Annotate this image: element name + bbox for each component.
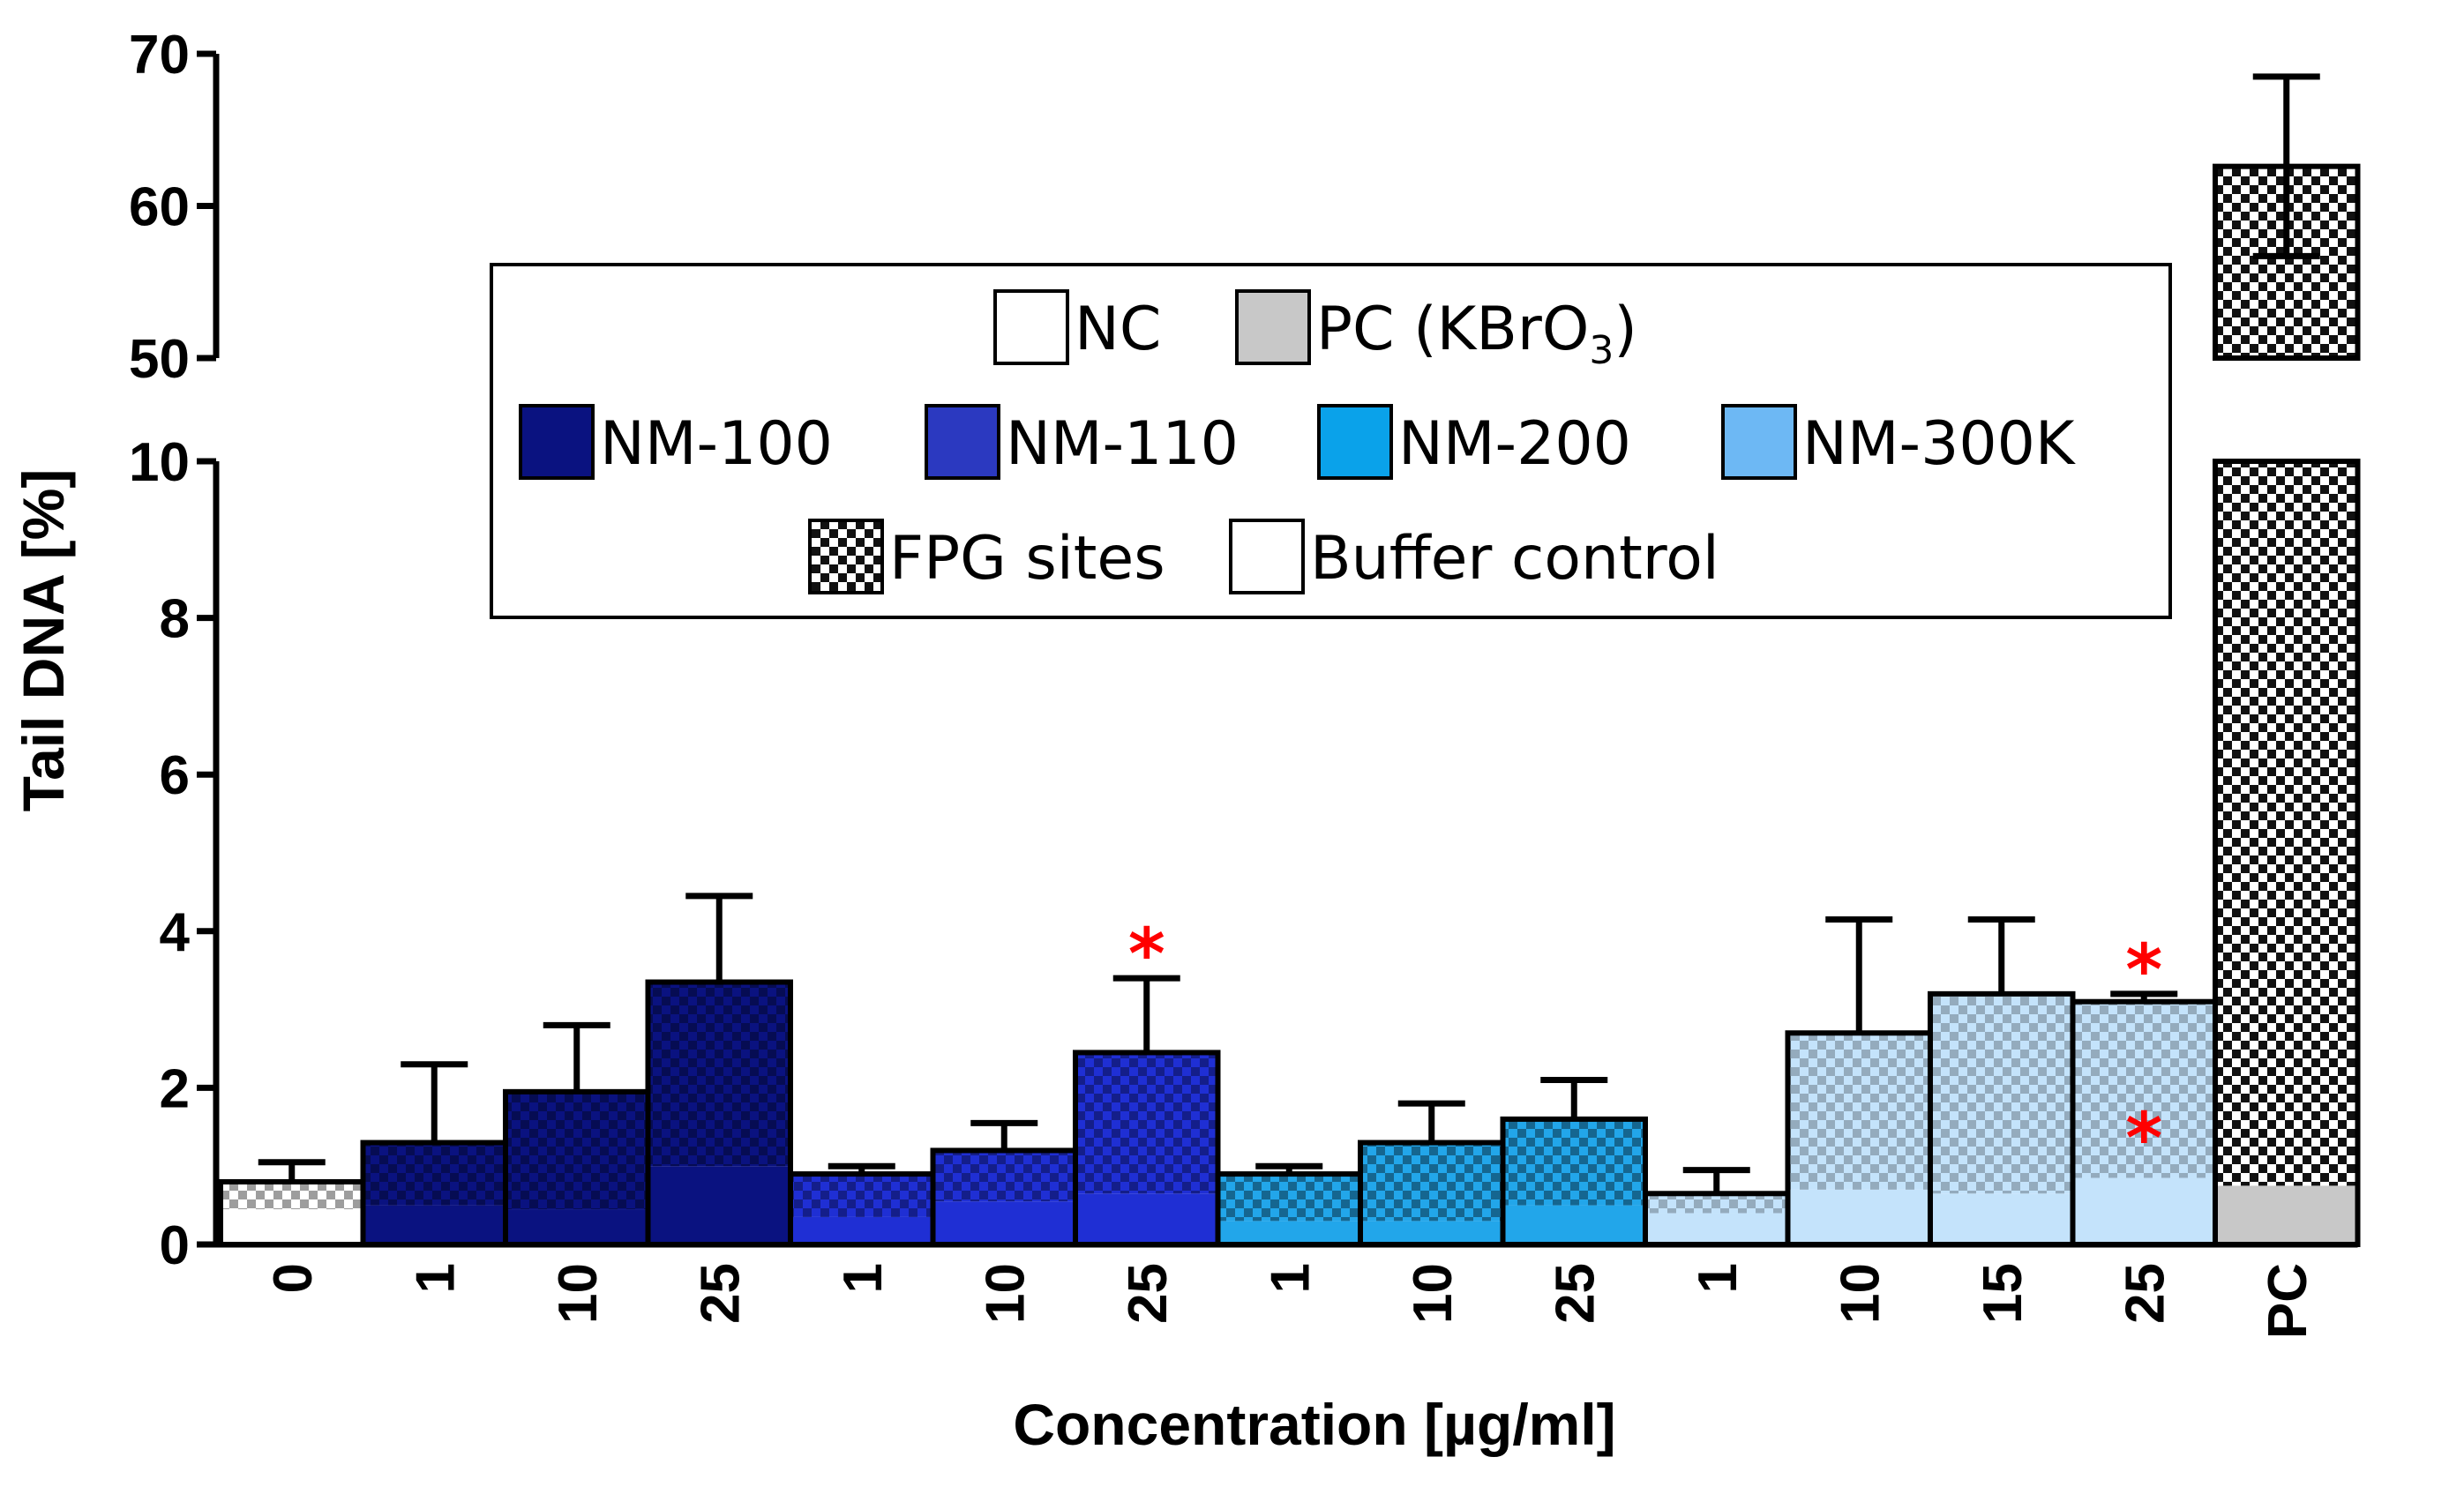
significance-star: * [1128,914,1165,996]
significance-markers: * * * [1128,914,2162,1180]
x-tick-label: PC [2258,1263,2318,1339]
legend-swatch [1235,289,1311,365]
bars [218,163,2361,1248]
x-tick-label: 0 [263,1263,324,1293]
x-tick-label: 25 [1545,1263,1606,1324]
x-tick-label: 1 [405,1263,466,1293]
y-axis-title: Tail DNA [%] [11,469,76,812]
legend-swatch [925,404,1000,480]
bar-fpg-pattern [1217,1174,1360,1222]
bar-outline [2213,459,2361,1247]
legend-label: FPG sites [889,524,1165,594]
bar-fpg-pattern [1502,1118,1645,1206]
bar-buffer-control [1360,1221,1503,1244]
bar-buffer-control [363,1205,506,1244]
bar-buffer-control [790,1216,933,1244]
legend-label: NC [1075,295,1161,364]
x-tick-label: 25 [2115,1263,2176,1324]
bar-fpg-pattern [221,1181,363,1210]
legend-swatch [808,519,884,594]
x-tick-label: 25 [1118,1263,1179,1324]
bar-buffer-control [221,1209,363,1244]
bar-buffer-control [1787,1189,1930,1244]
y-tick-label: 2 [160,1058,190,1119]
bar-buffer-control [1502,1205,1645,1244]
bar-fpg-pattern [2072,1001,2215,1178]
legend-swatch [1721,404,1797,480]
legend-swatch [519,404,595,480]
x-tick-labels: 0 1 10 25 1 10 25 1 10 25 1 10 15 25 PC [263,1263,2318,1339]
significance-star: * [2125,1097,2162,1179]
bar-buffer-control [2215,1185,2358,1244]
legend: NC PC (KBrO3) NM-100 NM-110 NM-200 NM-300K FPG… [490,263,2172,619]
x-tick-label: 10 [975,1263,1036,1324]
y-tick-label: 6 [160,745,190,806]
x-tick-label: 10 [1403,1263,1464,1324]
bar-fpg-pattern [1360,1142,1503,1222]
x-tick-label: 1 [833,1263,894,1293]
axis-titles: Tail DNA [%] Concentration [µg/ml] [11,469,1616,1457]
y-tick-label: 10 [129,432,190,493]
y-tick-label: 70 [129,25,190,86]
legend-swatch [993,289,1069,365]
bar-buffer-control [2072,1177,2215,1244]
bar-fpg-pattern [1075,1052,1218,1194]
legend-swatch [1229,519,1305,594]
x-tick-label: 1 [1688,1263,1749,1293]
legend-label: NM-300K [1802,409,2077,479]
bar-buffer-control [1930,1193,2073,1244]
bar-fpg-pattern [506,1091,648,1210]
y-tick-label: 8 [160,589,190,650]
bar-fpg-pattern [363,1142,506,1206]
y-tick-label: 0 [160,1215,190,1276]
error-bars [258,73,2320,1194]
significance-star: * [2125,929,2162,1011]
legend-label: NM-100 [600,409,833,479]
bar-buffer-control [1645,1213,1788,1244]
bar-fpg-pattern [1930,993,2073,1194]
legend-swatch [1317,404,1393,480]
bar-buffer-control [932,1201,1075,1244]
y-tick-label: 60 [129,177,190,238]
bar-buffer-control [506,1209,648,1244]
legend-label: Buffer control [1310,524,1719,594]
bar-buffer-control [1217,1221,1360,1244]
x-tick-label: 10 [548,1263,609,1324]
y-tick-label: 4 [160,902,191,963]
x-tick-label: 25 [690,1263,751,1324]
bar-fpg-sites [2215,461,2358,1186]
x-tick-label: 15 [1973,1263,2033,1324]
bar-buffer-control [1075,1193,1218,1244]
y-tick-label: 50 [129,329,190,390]
bar-fpg-pattern [932,1150,1075,1202]
bar-buffer-control [648,1166,790,1244]
x-tick-label: 1 [1260,1263,1321,1293]
x-tick-label: 10 [1830,1263,1891,1324]
legend-label: PC (KBrO3) [1316,295,1637,373]
bar-fpg-pattern [1645,1193,1788,1214]
bar-fpg-pattern [790,1174,933,1217]
x-axis-title: Concentration [µg/ml] [1013,1392,1615,1457]
bar-fpg-pattern [1787,1033,1930,1190]
bar-fpg-pattern [648,982,790,1167]
legend-label: NM-110 [1006,409,1239,479]
legend-label: NM-200 [1398,409,1631,479]
